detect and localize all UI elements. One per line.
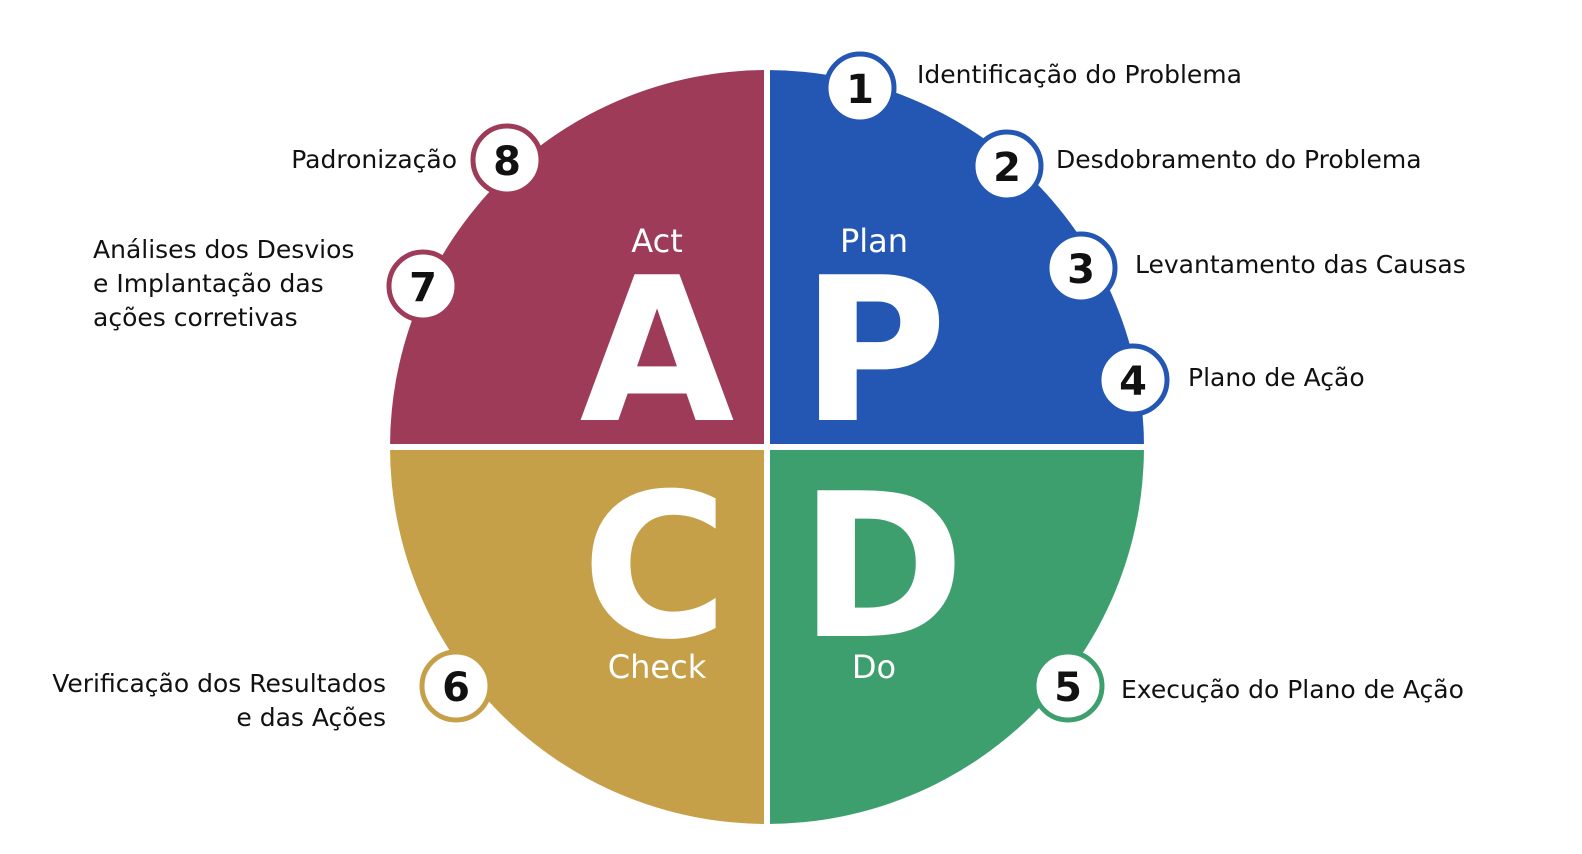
plan-quadrant xyxy=(767,70,1144,447)
act-quadrant xyxy=(390,70,767,447)
step-7-circle xyxy=(386,249,460,323)
step-1-label: Identificação do Problema xyxy=(917,60,1242,89)
check-quadrant xyxy=(390,447,767,824)
step-4-label: Plano de Ação xyxy=(1188,363,1365,392)
step-7-number: 7 xyxy=(409,265,437,311)
step-2-label: Desdobramento do Problema xyxy=(1056,145,1422,174)
step-5-label: Execução do Plano de Ação xyxy=(1121,675,1464,704)
step-6-label: Verificação dos Resultados xyxy=(52,669,386,698)
act-letter: A xyxy=(580,235,735,468)
step-8-label: Padronização xyxy=(291,145,457,174)
step-7-label: ações corretivas xyxy=(93,303,298,332)
step-8-number: 8 xyxy=(493,139,521,185)
check-word: Check xyxy=(608,648,707,686)
step-5-circle xyxy=(1031,649,1105,723)
step-7-label: e Implantação das xyxy=(93,269,324,298)
step-markers: 1 Identificação do Problema 2 Desdobramento… xyxy=(52,51,1466,732)
check-letter: C xyxy=(582,451,729,684)
act-word: Act xyxy=(631,222,682,260)
step-2-number: 2 xyxy=(993,145,1021,191)
step-7-label: Análises dos Desvios xyxy=(93,235,354,264)
step-4-number: 4 xyxy=(1119,359,1147,405)
do-word: Do xyxy=(852,648,896,686)
step-3-circle xyxy=(1044,231,1118,305)
do-quadrant xyxy=(767,447,1144,824)
step-5-number: 5 xyxy=(1054,665,1082,711)
plan-word: Plan xyxy=(840,222,908,260)
step-3-label: Levantamento das Causas xyxy=(1135,250,1466,279)
plan-letter: P xyxy=(801,235,948,468)
do-letter: D xyxy=(799,451,965,684)
step-6-label: e das Ações xyxy=(236,703,386,732)
step-6-number: 6 xyxy=(442,665,470,711)
step-6-circle xyxy=(419,649,493,723)
step-1-number: 1 xyxy=(846,67,874,113)
step-4-circle xyxy=(1096,343,1170,417)
step-1-circle xyxy=(823,51,897,125)
step-3-number: 3 xyxy=(1067,247,1095,293)
step-2-circle xyxy=(970,129,1044,203)
step-8-circle xyxy=(470,123,544,197)
